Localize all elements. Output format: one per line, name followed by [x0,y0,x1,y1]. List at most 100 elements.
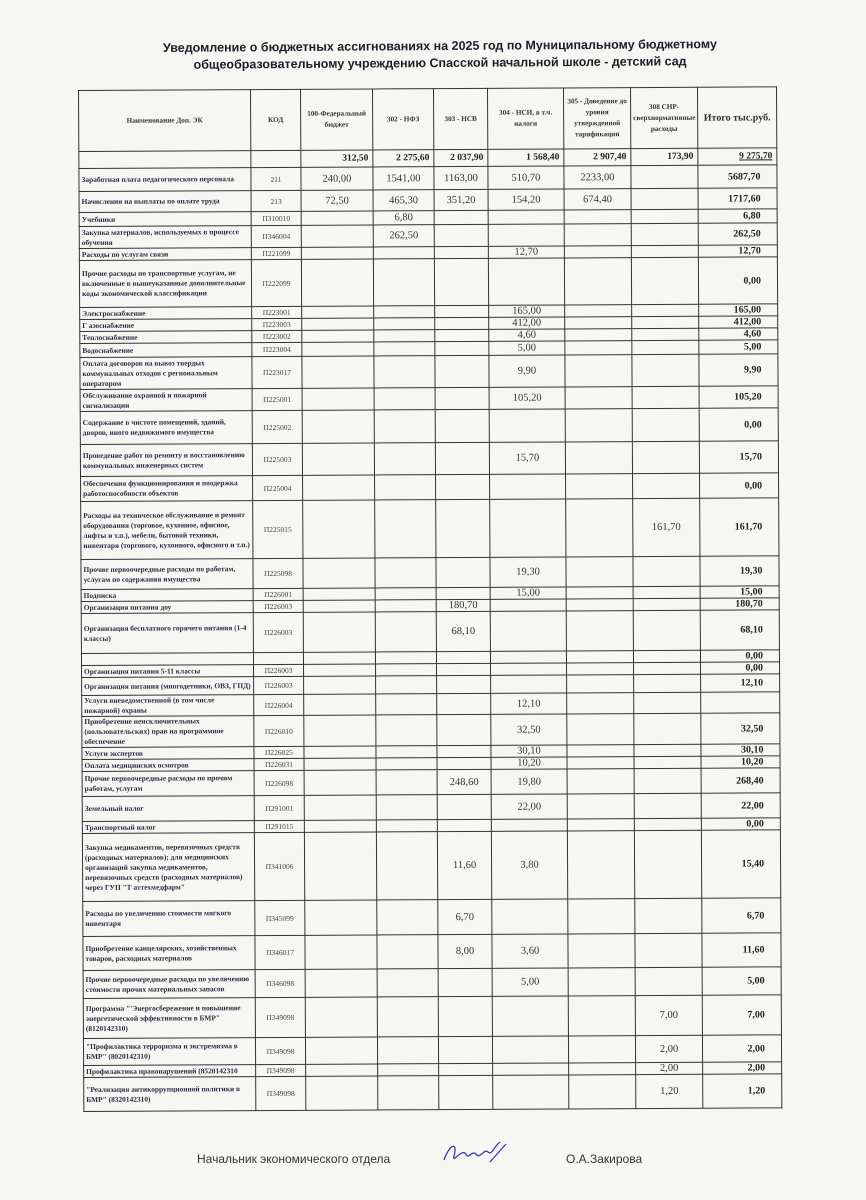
table-row: Обеспечения функционирования и поодержка… [80,472,779,502]
row-name: Услуги вневедомственной (в том числе пож… [81,694,254,717]
cell-100 [302,474,375,501]
cell-305 [566,586,634,599]
col-header-305: 305 - Доведение до уровня утвержденной т… [563,87,631,149]
row-total: 15,00 [700,585,780,599]
cell-305 [566,598,634,611]
cell-305 [564,316,632,329]
table-row: Земельный налог П291001 22,00 22,00 [82,792,781,822]
cell-308: 2,00 [635,1062,703,1075]
cell-303 [435,387,490,410]
row-name: Учебники [79,211,252,227]
cell-100 [304,819,377,833]
cell-302 [376,934,439,969]
cell-303 [438,968,493,997]
cell-304 [489,473,566,500]
cell-304: 9,90 [488,354,566,388]
cell-303 [436,675,491,694]
cell-305 [564,209,632,224]
row-code: П226003 [253,612,304,653]
row-code: П291015 [254,820,305,833]
cell-304: 32,50 [490,713,567,746]
row-total: 15,40 [701,829,781,899]
cell-308 [631,209,699,224]
row-total: 22,00 [701,792,781,819]
row-name: Организация питания 5-11 классы [81,664,254,678]
cell-308 [631,354,700,387]
cell-308: 161,70 [632,498,700,557]
cell-308 [633,674,701,693]
row-total: 105,20 [699,385,779,409]
budget-table: Наименование Доп. ЭК КОД 100-Федеральный… [78,86,782,1112]
col-header-total: Итого тыс.руб. [697,86,777,149]
row-total: 6,70 [701,897,781,934]
row-total: 1717,60 [698,187,778,210]
totals-code [250,150,301,168]
col-header-302: 302 - НФЗ [372,88,434,150]
cell-100 [304,831,377,901]
row-total: 5,00 [702,966,782,996]
cell-100 [302,499,375,559]
cell-303 [434,341,489,356]
cell-304 [490,674,567,694]
cell-305 [566,692,634,714]
row-name: Обслуживание охранной и пожарной сигнали… [80,388,253,412]
row-name: Организация бесплатного горячего питания… [81,612,254,654]
cell-100 [303,611,376,653]
row-total: 0,00 [699,472,779,499]
row-name: Обеспечения функционирования и поодержка… [80,475,253,502]
cell-305 [565,498,633,557]
cell-305 [566,610,634,651]
cell-308 [631,257,699,305]
row-code: П225003 [252,443,303,476]
row-name: Расходы по увеличению стоимости мягкого … [82,900,255,937]
cell-305 [564,340,632,355]
row-code: П226004 [253,694,304,716]
cell-304: 3,80 [491,830,568,900]
cell-100 [302,442,375,476]
cell-303: 351,20 [434,189,489,211]
cell-304: 12,70 [488,245,565,259]
row-name: Прочие расходы по транспортные услугам, … [79,259,252,308]
row-code: П346017 [254,935,306,970]
cell-308 [634,933,703,968]
cell-100 [305,1036,378,1065]
cell-303 [434,246,489,259]
cell-302: 6,80 [373,210,435,225]
cell-303 [436,714,491,746]
cell-308 [631,223,699,246]
row-code: П349098 [255,1076,306,1111]
cell-304 [488,223,565,247]
cell-305 [564,245,632,258]
row-total: 0,00 [700,649,780,663]
cell-304: 15,70 [489,441,566,475]
cell-305 [567,768,635,794]
cell-308 [632,386,700,409]
cell-308 [631,316,699,329]
cell-302 [377,1063,439,1076]
cell-308: 2,00 [635,1035,703,1063]
cell-305 [568,995,636,1036]
cell-302 [376,794,438,820]
cell-100 [305,996,378,1038]
cell-308 [634,768,702,794]
row-name: Расходы по услугам связи [79,247,252,261]
row-name: Начисления на выплаты по оплате труда [79,190,252,213]
cell-303: 68,10 [436,611,491,652]
row-total: 268,40 [701,767,781,794]
cell-100 [303,599,376,613]
cell-303 [437,819,492,832]
row-name: Прочие первоочередные расходы по прочим … [82,770,255,797]
cell-308 [631,304,699,317]
cell-305 [566,674,634,693]
cell-302 [377,1036,439,1064]
cell-305 [565,473,633,499]
cell-308 [633,692,701,714]
footer-position: Начальник экономического отдела [197,1152,391,1166]
cell-305 [566,662,634,675]
table-row: Прочие первоочередные расходы по работам… [80,555,780,590]
cell-302 [374,557,437,588]
table-body: Заработная плата педагогического персона… [78,164,782,1112]
row-total: 11,60 [701,932,782,968]
total-grand: 9 275,70 [697,147,777,166]
title-line-2: общеобразовательному учреждению Спасской… [193,54,687,72]
